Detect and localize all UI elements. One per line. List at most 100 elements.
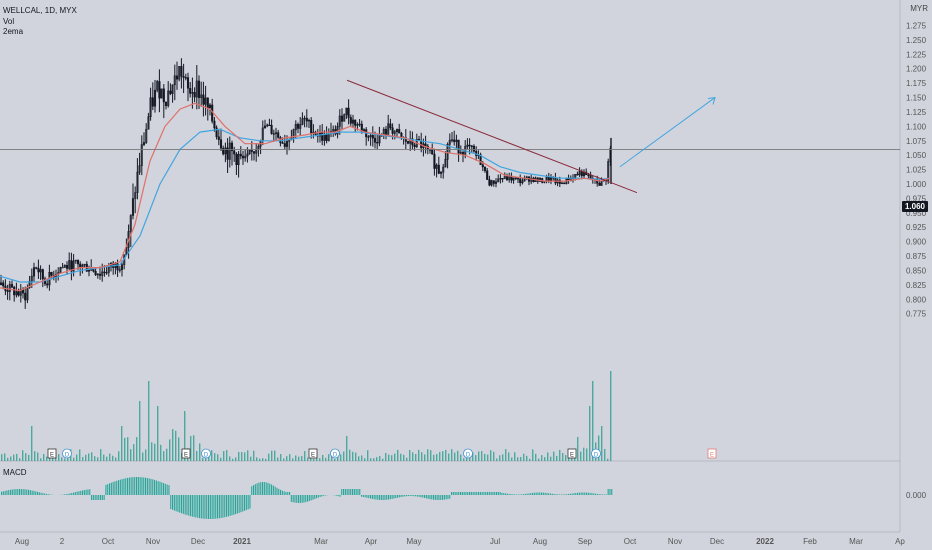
volume-bar [556, 455, 558, 461]
volume-bar [46, 456, 48, 461]
candle-body [169, 90, 172, 94]
volume-bar [61, 457, 63, 461]
event-marker-earnings[interactable]: E [707, 448, 717, 459]
macd-bar [152, 479, 154, 495]
candle-body [10, 284, 14, 288]
volume-bar [133, 444, 135, 461]
time-tick-label: Nov [146, 537, 160, 546]
macd-bar [271, 484, 273, 495]
candle-body [46, 283, 49, 286]
macd-bar [515, 494, 517, 495]
macd-bar [460, 492, 462, 495]
macd-bar [503, 493, 505, 495]
macd-bar [249, 495, 251, 509]
macd-bar [38, 492, 40, 495]
volume-bar [145, 449, 147, 461]
volume-bar [268, 453, 270, 461]
macd-bar [281, 490, 283, 495]
candle-body [24, 292, 27, 301]
candle-body [6, 290, 9, 292]
macd-bar [267, 482, 269, 495]
candle-body [393, 131, 396, 134]
candle-body [607, 161, 610, 181]
macd-bar [33, 490, 35, 495]
event-marker-dividend[interactable]: D [201, 448, 211, 459]
ema-slow-line [0, 128, 611, 283]
volume-bar [409, 450, 411, 461]
macd-bar [564, 494, 566, 495]
macd-bar [262, 482, 264, 495]
macd-bar [337, 495, 339, 497]
macd-bar [496, 492, 498, 495]
macd-bar [251, 486, 253, 495]
event-marker-earnings[interactable]: E [567, 448, 577, 459]
macd-bar [179, 495, 181, 513]
macd-bar [609, 489, 611, 495]
volume-bar [160, 444, 162, 461]
volume-bar [550, 456, 552, 461]
macd-legend[interactable]: MACD [3, 468, 27, 477]
macd-bar [166, 484, 168, 495]
macd-bar [10, 489, 12, 495]
macd-bar [168, 485, 170, 495]
macd-bar [469, 492, 471, 495]
volume-bar [472, 452, 474, 461]
macd-bar [229, 495, 231, 516]
candle-body [39, 269, 42, 273]
macd-bar [105, 484, 107, 495]
macd-bar [107, 484, 109, 495]
event-marker-earnings[interactable]: E [47, 448, 57, 459]
event-marker-dividend[interactable]: D [591, 448, 601, 459]
ema-legend[interactable]: 2ema [3, 27, 24, 36]
event-marker-dividend[interactable]: D [62, 448, 72, 459]
candle-body [466, 144, 469, 147]
candle-body [442, 166, 445, 173]
volume-bar [361, 455, 363, 461]
price-tick-label: 1.175 [906, 79, 927, 88]
volume-bar [340, 454, 342, 461]
macd-bar [386, 495, 388, 500]
macd-bar [240, 495, 242, 513]
volume-bar [301, 456, 303, 461]
macd-bar [215, 495, 217, 519]
macd-bar [605, 494, 607, 495]
candle-body [301, 118, 304, 125]
volume-bar [349, 449, 351, 461]
candle-body [281, 142, 284, 144]
macd-bar [346, 489, 348, 495]
candle-body [483, 166, 487, 171]
macd-bar [573, 493, 575, 495]
volume-bar [535, 453, 537, 461]
candle-body [138, 165, 141, 173]
macd-bar [479, 492, 481, 495]
volume-bar [73, 457, 75, 461]
candle-body [358, 123, 361, 126]
candle-body [167, 90, 170, 106]
candle-body [340, 115, 344, 122]
event-marker-dividend[interactable]: D [463, 448, 473, 459]
candle-body [578, 171, 581, 175]
candle-body [28, 280, 31, 288]
macd-bar [449, 495, 451, 499]
candle-body [68, 260, 71, 269]
volume-legend[interactable]: Vol [3, 17, 15, 26]
event-marker-dividend[interactable]: D [330, 448, 340, 459]
candle-body [204, 97, 207, 105]
volume-bar [355, 452, 357, 461]
macd-bar [611, 489, 613, 495]
event-marker-earnings[interactable]: E [308, 448, 318, 459]
macd-bar [253, 485, 255, 495]
event-marker-earnings[interactable]: E [181, 448, 191, 459]
candle-body [444, 159, 447, 168]
volume-bar [19, 458, 21, 461]
svg-text:D: D [466, 453, 471, 459]
price-tick-label: 1.250 [906, 36, 927, 45]
macd-bar [596, 493, 598, 495]
volume-bar [232, 458, 234, 461]
candle-body [50, 272, 53, 276]
macd-bar [411, 495, 413, 497]
volume-bar [580, 451, 582, 461]
macd-bar [485, 492, 487, 495]
volume-bar [538, 458, 540, 461]
